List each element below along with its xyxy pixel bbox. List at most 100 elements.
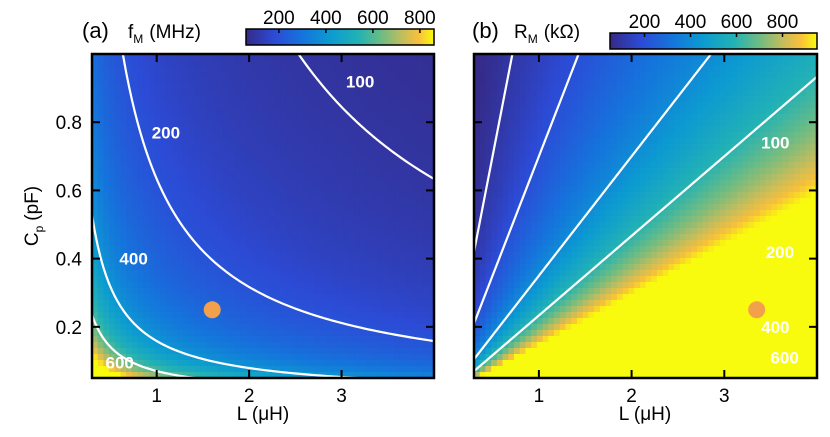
heatmap-cell (428, 330, 434, 337)
heatmap-cell (268, 186, 275, 193)
heatmap-cell (137, 294, 144, 301)
heatmap-cell (257, 276, 264, 283)
heatmap-cell (183, 264, 190, 271)
heatmap-cell (491, 336, 498, 343)
heatmap-cell (491, 228, 498, 235)
heatmap-cell (582, 276, 589, 283)
heatmap-cell (502, 180, 509, 187)
heatmap-cell (149, 144, 156, 151)
heatmap-cell (331, 336, 338, 343)
heatmap-cell (576, 84, 584, 91)
heatmap-cell (160, 294, 167, 301)
heatmap-cell (183, 270, 190, 277)
heatmap-cell (166, 84, 173, 91)
heatmap-cell (496, 246, 504, 253)
heatmap-cell (120, 138, 127, 145)
heatmap-cell (508, 126, 515, 133)
heatmap-cell (377, 144, 384, 151)
heatmap-cell (377, 282, 384, 289)
heatmap-cell (234, 198, 241, 205)
heatmap-cell (285, 156, 293, 163)
heatmap-cell (405, 222, 412, 229)
heatmap-cell (154, 222, 161, 229)
heatmap-cell (348, 162, 355, 169)
heatmap-cell (382, 156, 389, 163)
heatmap-cell (228, 294, 236, 301)
heatmap-cell (302, 252, 310, 259)
heatmap-cell (234, 222, 241, 229)
heatmap-cell (645, 204, 652, 211)
heatmap-cell (234, 342, 241, 349)
heatmap-cell (554, 162, 561, 169)
heatmap-cell (622, 264, 629, 271)
heatmap-cell (143, 300, 150, 307)
heatmap-cell (149, 306, 156, 313)
heatmap-cell (234, 66, 241, 73)
heatmap-cell (399, 276, 407, 283)
heatmap-cell (628, 282, 635, 289)
heatmap-cell (297, 246, 304, 253)
heatmap-cell (496, 84, 504, 91)
heatmap-cell (599, 354, 607, 361)
heatmap-cell (394, 270, 401, 277)
heatmap-cell (559, 198, 567, 205)
heatmap-cell (536, 132, 544, 139)
heatmap-cell (377, 252, 384, 259)
heatmap-cell (337, 138, 344, 145)
heatmap-cell (245, 114, 253, 121)
heatmap-cell (177, 342, 184, 349)
heatmap-cell (103, 78, 110, 85)
heatmap-cell (525, 174, 532, 181)
heatmap-cell (228, 360, 236, 367)
heatmap-cell (183, 330, 190, 337)
heatmap-cell (126, 138, 133, 145)
heatmap-cell (149, 168, 156, 175)
heatmap-a (92, 54, 434, 378)
heatmap-cell (514, 174, 521, 181)
heatmap-cell (143, 318, 150, 325)
heatmap-cell (371, 234, 378, 241)
heatmap-cell (337, 156, 344, 163)
heatmap-cell (103, 108, 110, 115)
heatmap-cell (639, 90, 647, 97)
heatmap-cell (588, 102, 595, 109)
heatmap-cell (302, 258, 310, 265)
heatmap-cell (382, 270, 389, 277)
heatmap-cell (594, 336, 601, 343)
heatmap-cell (479, 306, 487, 313)
heatmap-cell (411, 204, 418, 211)
heatmap-cell (576, 120, 584, 127)
heatmap-cell (320, 204, 327, 211)
heatmap-cell (109, 66, 116, 73)
heatmap-cell (114, 324, 122, 331)
heatmap-cell (519, 216, 527, 223)
heatmap-cell (217, 330, 224, 337)
heatmap-cell (354, 150, 361, 157)
heatmap-cell (485, 54, 492, 61)
heatmap-cell (651, 186, 658, 193)
heatmap-cell (206, 180, 213, 187)
heatmap-cell (268, 306, 275, 313)
heatmap-cell (354, 126, 361, 133)
heatmap-cell (622, 204, 629, 211)
heatmap-cell (183, 312, 190, 319)
heatmap-cell (240, 102, 247, 109)
heatmap-cell (194, 366, 201, 373)
heatmap-cell (274, 162, 281, 169)
heatmap-cell (143, 324, 150, 331)
heatmap-cell (154, 312, 161, 319)
heatmap-cell (554, 246, 561, 253)
heatmap-cell (194, 348, 201, 355)
heatmap-cell (206, 102, 213, 109)
heatmap-cell (588, 264, 595, 271)
heatmap-cell (411, 324, 418, 331)
heatmap-cell (200, 282, 207, 289)
heatmap-cell (308, 114, 315, 121)
heatmap-cell (394, 342, 401, 349)
heatmap-cell (245, 186, 253, 193)
heatmap-cell (320, 174, 327, 181)
heatmap-cell (394, 318, 401, 325)
heatmap-cell (634, 204, 641, 211)
heatmap-cell (131, 240, 139, 247)
heatmap-cell (399, 270, 407, 277)
